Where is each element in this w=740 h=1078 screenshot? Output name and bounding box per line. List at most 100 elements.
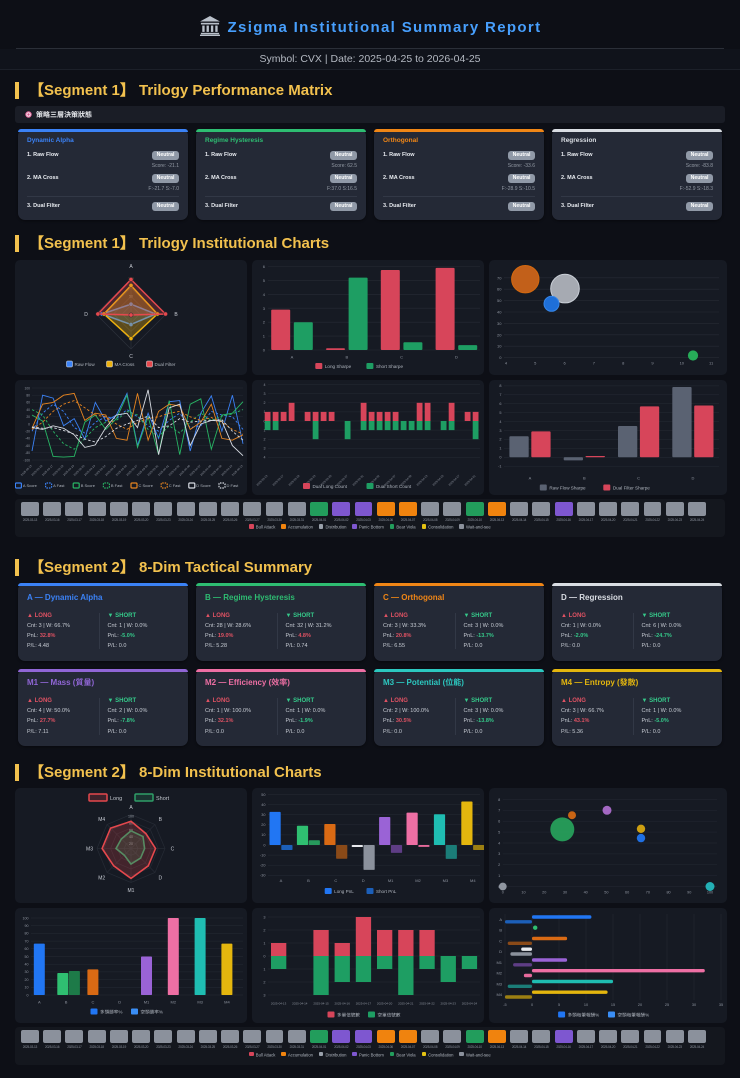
svg-text:1: 1 — [263, 967, 265, 971]
svg-text:5: 5 — [558, 1003, 560, 1007]
svg-text:50: 50 — [129, 295, 133, 299]
svg-text:1: 1 — [263, 334, 266, 339]
svg-text:D: D — [499, 949, 502, 954]
svg-text:0: 0 — [502, 890, 504, 894]
svg-text:2025-04-21: 2025-04-21 — [463, 474, 476, 487]
svg-text:-20: -20 — [260, 863, 266, 867]
svg-text:1: 1 — [498, 873, 500, 877]
svg-text:C: C — [129, 354, 133, 360]
svg-text:-10: -10 — [260, 853, 266, 857]
svg-text:M1: M1 — [128, 887, 135, 893]
svg-text:20: 20 — [26, 415, 30, 419]
svg-text:Short: Short — [156, 796, 170, 802]
svg-text:30: 30 — [563, 890, 567, 894]
svg-text:4: 4 — [264, 383, 266, 387]
svg-text:8: 8 — [622, 361, 625, 366]
svg-text:Raw Flow: Raw Flow — [75, 362, 96, 367]
svg-text:4: 4 — [498, 841, 500, 845]
svg-text:M1: M1 — [144, 999, 150, 1004]
svg-text:2025-04-14: 2025-04-14 — [292, 1001, 308, 1005]
svg-text:M1: M1 — [388, 878, 394, 883]
svg-text:D: D — [362, 878, 365, 883]
svg-text:空頭勝率%: 空頭勝率% — [141, 1009, 163, 1014]
svg-text:20: 20 — [129, 841, 133, 845]
svg-text:2025-03-17: 2025-03-17 — [271, 474, 284, 487]
svg-text:100: 100 — [707, 890, 713, 894]
svg-text:0: 0 — [263, 954, 265, 958]
svg-text:多頭勝率%: 多頭勝率% — [100, 1009, 122, 1014]
svg-text:2: 2 — [499, 438, 501, 442]
svg-text:30: 30 — [261, 813, 265, 817]
svg-text:10: 10 — [497, 344, 502, 349]
svg-text:4: 4 — [505, 361, 508, 366]
svg-text:B: B — [174, 312, 178, 318]
svg-text:20: 20 — [261, 823, 265, 827]
svg-text:2: 2 — [263, 320, 266, 325]
svg-text:70: 70 — [497, 275, 502, 280]
svg-text:0: 0 — [264, 419, 266, 423]
svg-text:80: 80 — [666, 890, 670, 894]
svg-text:7: 7 — [498, 808, 500, 812]
svg-text:0: 0 — [531, 1003, 533, 1007]
svg-text:A Score: A Score — [23, 483, 38, 488]
svg-text:-20: -20 — [25, 430, 30, 434]
svg-text:D Fast: D Fast — [227, 483, 240, 488]
svg-text:-5: -5 — [503, 1003, 506, 1007]
svg-text:25: 25 — [665, 1003, 669, 1007]
svg-text:A: A — [129, 804, 133, 810]
svg-text:4: 4 — [264, 456, 266, 460]
svg-text:5: 5 — [263, 278, 266, 283]
svg-text:1: 1 — [264, 428, 266, 432]
svg-text:MA Cross: MA Cross — [115, 362, 136, 367]
svg-text:50: 50 — [25, 954, 29, 958]
svg-text:2: 2 — [498, 863, 500, 867]
svg-text:C: C — [171, 846, 175, 852]
svg-text:60: 60 — [497, 287, 502, 292]
svg-text:100: 100 — [128, 814, 134, 818]
svg-text:2025-04-15: 2025-04-15 — [313, 1001, 329, 1005]
svg-text:4: 4 — [499, 420, 501, 424]
svg-text:B: B — [307, 878, 310, 883]
svg-text:M4: M4 — [224, 999, 230, 1004]
svg-text:D: D — [118, 999, 121, 1004]
svg-text:M2: M2 — [171, 999, 177, 1004]
svg-text:4: 4 — [263, 292, 266, 297]
svg-text:8: 8 — [499, 384, 501, 388]
svg-text:M3: M3 — [443, 878, 449, 883]
svg-text:B: B — [159, 816, 163, 822]
svg-text:D Score: D Score — [196, 483, 211, 488]
svg-text:3: 3 — [263, 993, 265, 997]
svg-text:-80: -80 — [25, 451, 30, 455]
svg-text:2025-04-24: 2025-04-24 — [462, 1001, 478, 1005]
svg-text:1: 1 — [264, 410, 266, 414]
svg-text:90: 90 — [687, 890, 691, 894]
svg-text:2025-04-17: 2025-04-17 — [447, 474, 460, 487]
svg-text:70: 70 — [25, 939, 29, 943]
svg-text:B: B — [65, 999, 68, 1004]
svg-text:Short PnL: Short PnL — [376, 889, 397, 894]
svg-text:D: D — [455, 355, 458, 360]
svg-text:C: C — [91, 999, 94, 1004]
svg-text:Dual Long Count: Dual Long Count — [312, 484, 347, 489]
svg-text:-100: -100 — [23, 458, 30, 462]
svg-text:7: 7 — [499, 393, 501, 397]
svg-text:多單信號數: 多單信號數 — [337, 1012, 360, 1017]
svg-text:C: C — [499, 938, 502, 943]
svg-text:5: 5 — [499, 411, 501, 415]
svg-text:40: 40 — [261, 802, 265, 806]
svg-text:B Fast: B Fast — [111, 483, 123, 488]
svg-text:A: A — [280, 878, 283, 883]
svg-text:M2: M2 — [496, 970, 502, 975]
svg-text:60: 60 — [625, 890, 629, 894]
svg-text:2025-03-13: 2025-03-13 — [255, 474, 268, 487]
svg-text:10: 10 — [25, 985, 29, 989]
svg-text:6: 6 — [499, 402, 501, 406]
svg-text:A: A — [38, 999, 41, 1004]
svg-text:M1: M1 — [496, 959, 502, 964]
svg-text:90: 90 — [25, 924, 29, 928]
svg-text:A: A — [291, 355, 294, 360]
svg-text:10: 10 — [584, 1003, 588, 1007]
svg-text:8: 8 — [498, 797, 500, 801]
svg-text:B: B — [583, 476, 586, 481]
svg-text:6: 6 — [563, 361, 566, 366]
